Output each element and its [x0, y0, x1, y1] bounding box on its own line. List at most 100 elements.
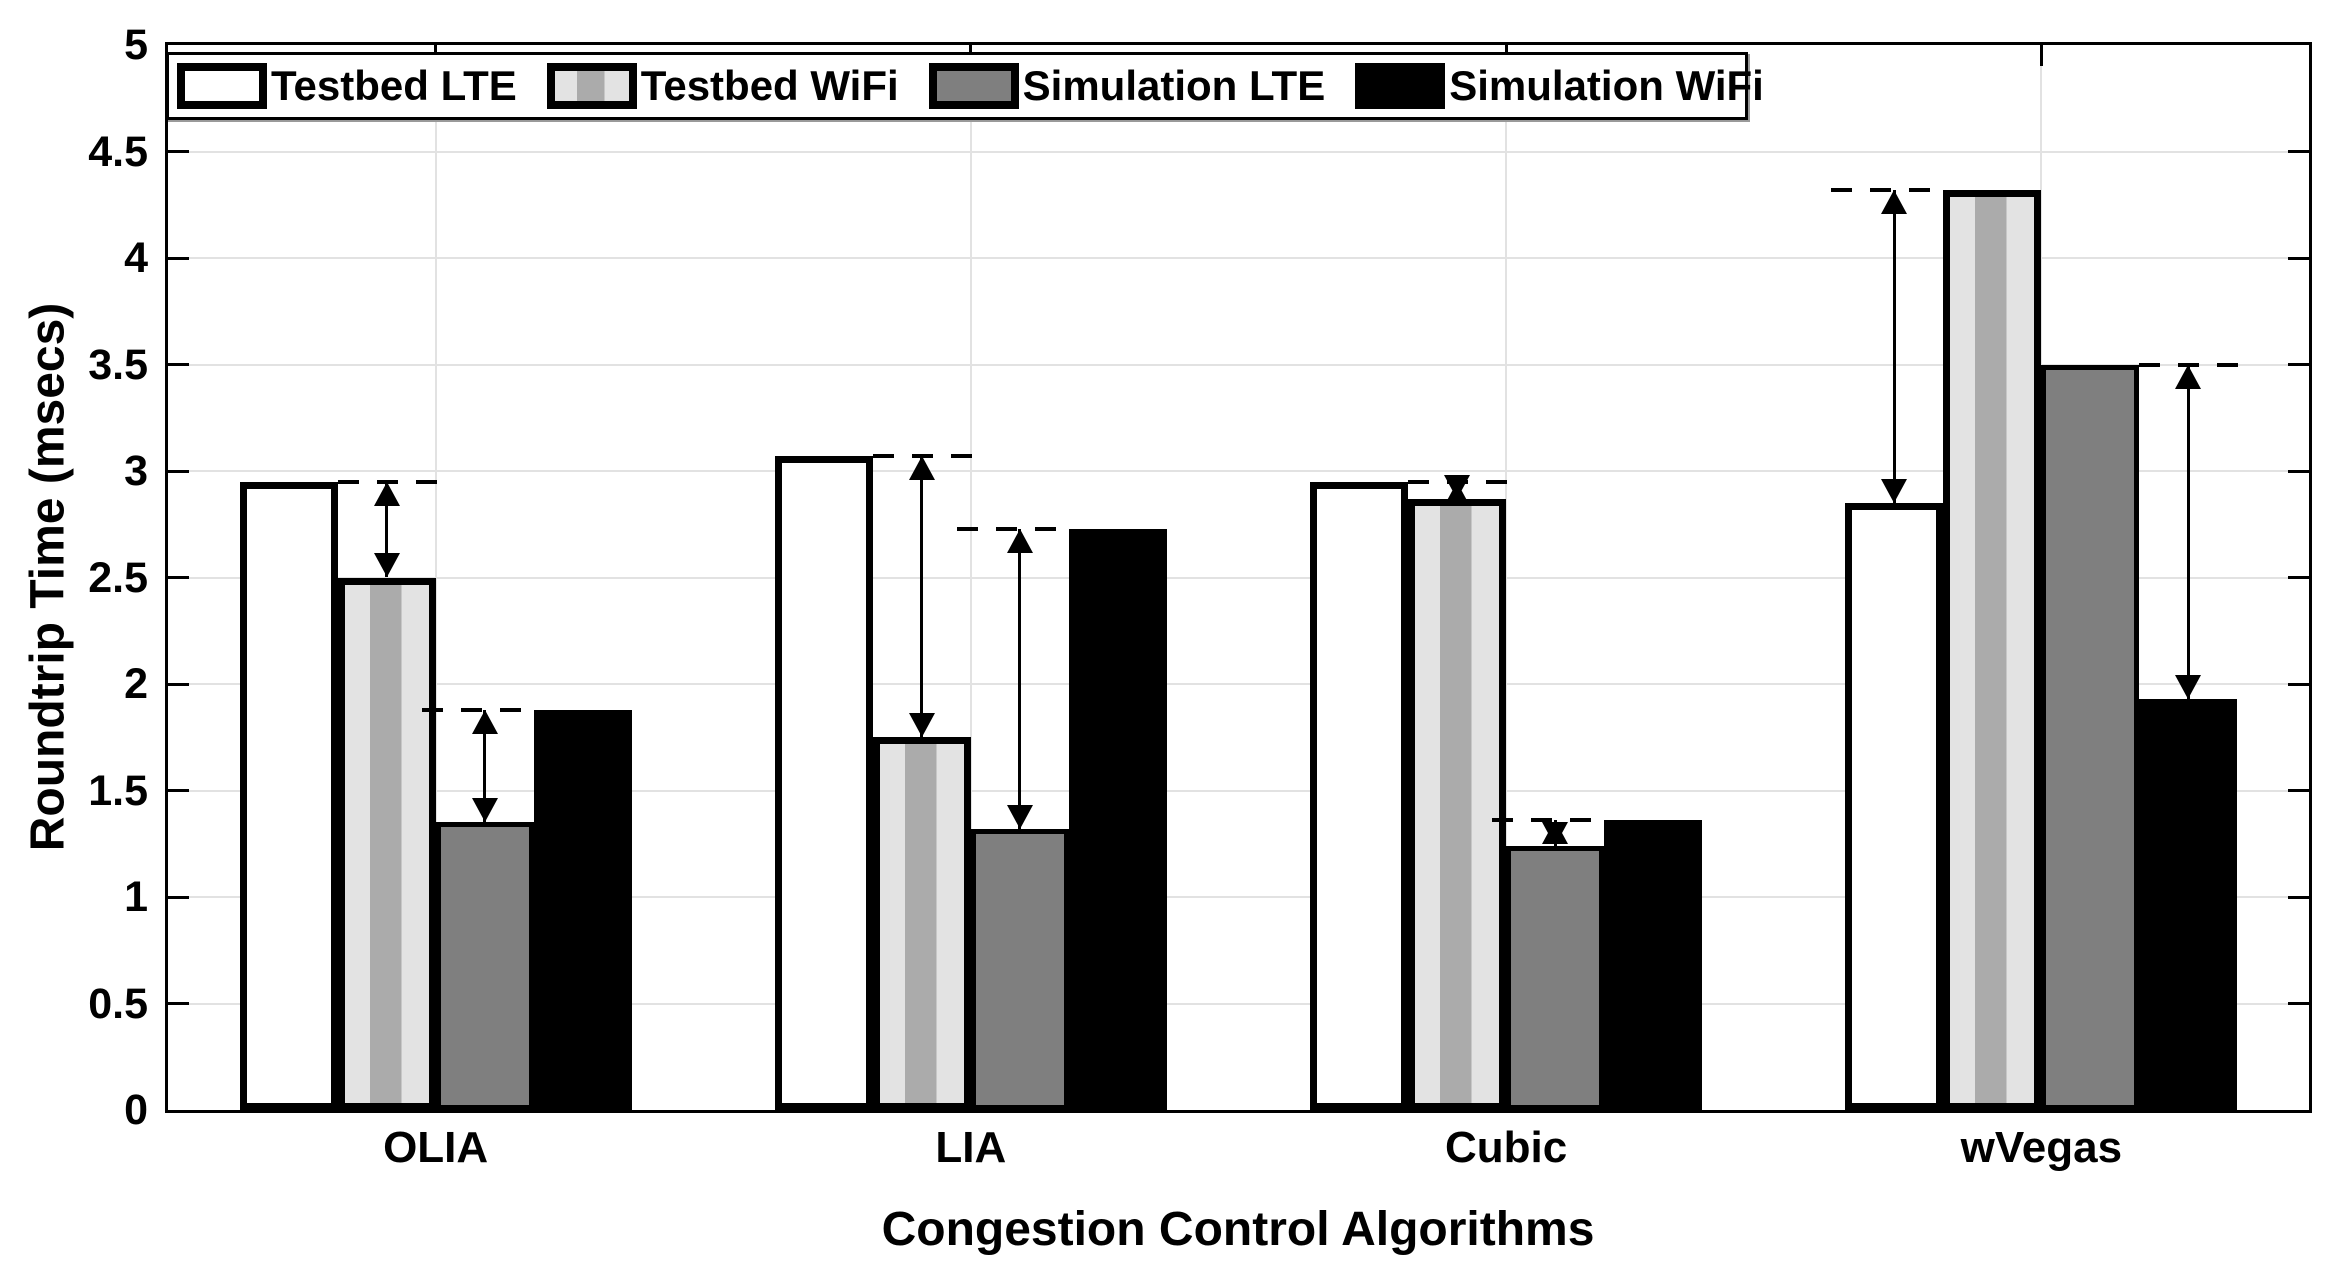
difference-arrow [373, 481, 400, 578]
legend-swatch-icon [177, 63, 267, 109]
y-tick-label: 2.5 [88, 553, 148, 602]
difference-arrow [908, 456, 935, 738]
y-tick-right [2288, 363, 2309, 366]
arrow-shaft [385, 481, 389, 578]
x-category-label-wvegas: wVegas [1960, 1123, 2123, 1172]
legend-swatch-icon [1355, 63, 1446, 109]
y-tick-left [168, 150, 189, 153]
y-gridline [168, 683, 2309, 685]
bar-testbed-wifi-lia [872, 737, 971, 1110]
y-tick-label: 0 [124, 1086, 148, 1134]
y-tick-left [168, 789, 189, 792]
y-tick-right [2288, 469, 2309, 473]
y-gridline [168, 257, 2309, 259]
plot-area [165, 42, 2312, 1113]
bar-simulation-wifi-wvegas [2139, 698, 2238, 1110]
y-gridline [168, 576, 2309, 579]
x-gridline [969, 45, 972, 1110]
difference-arrow [471, 709, 498, 823]
bar-testbed-wifi-wvegas [1943, 189, 2042, 1110]
arrow-head-down-icon [373, 553, 400, 578]
legend-label: Simulation LTE [1022, 62, 1326, 109]
bar-simulation-lte-lia [970, 828, 1069, 1110]
arrow-head-up-icon [908, 456, 935, 481]
bar-testbed-lte-lia [774, 456, 873, 1110]
legend-item-testbed-wifi: Testbed WiFi [546, 62, 899, 110]
arrow-head-down-icon [1444, 474, 1471, 499]
y-tick-left [168, 895, 189, 899]
y-gridline [168, 150, 2309, 153]
difference-arrow [1881, 189, 1908, 503]
arrow-shaft [1892, 189, 1896, 503]
arrow-head-down-icon [1006, 804, 1033, 829]
bar-testbed-lte-cubic [1310, 481, 1409, 1110]
y-tick-label: 4.5 [88, 127, 148, 176]
arrow-shaft [1018, 528, 1022, 829]
y-tick-left [168, 256, 189, 260]
legend-label: Testbed LTE [271, 62, 517, 109]
y-gridline [168, 896, 2309, 898]
x-tick-top [2039, 45, 2043, 66]
y-tick-left [168, 363, 189, 366]
arrow-head-down-icon [908, 713, 935, 738]
bar-simulation-wifi-olia [533, 709, 632, 1110]
y-tick-label: 3.5 [88, 340, 148, 389]
x-gridline [434, 45, 437, 1110]
y-gridline [168, 470, 2309, 472]
bar-simulation-wifi-cubic [1604, 820, 1703, 1110]
arrow-shaft [483, 709, 487, 823]
y-tick-right [2288, 1002, 2309, 1005]
arrow-head-up-icon [471, 709, 498, 734]
bar-simulation-wifi-lia [1068, 528, 1167, 1110]
legend-swatch-icon [928, 63, 1019, 109]
x-axis-label: Congestion Control Algorithms [881, 1203, 1595, 1256]
arrow-shaft [2186, 364, 2190, 699]
x-category-label-lia: LIA [935, 1123, 1007, 1172]
y-tick-label: 0.5 [88, 979, 148, 1028]
y-tick-label: 3 [124, 447, 148, 495]
y-tick-label: 1.5 [88, 766, 148, 815]
arrow-head-down-icon [1542, 821, 1569, 846]
y-tick-label: 2 [124, 660, 148, 708]
arrow-head-up-icon [373, 481, 400, 506]
y-tick-left [168, 469, 189, 473]
arrow-head-down-icon [471, 798, 498, 823]
y-tick-right [2288, 895, 2309, 899]
bar-testbed-wifi-olia [337, 577, 436, 1110]
bar-testbed-wifi-cubic [1408, 498, 1507, 1110]
y-gridline [168, 363, 2309, 366]
difference-arrow [2175, 364, 2202, 699]
y-tick-right [2288, 256, 2309, 260]
y-tick-left [168, 576, 189, 579]
x-gridline [1505, 45, 1508, 1110]
bar-simulation-lte-olia [435, 822, 534, 1110]
arrow-head-down-icon [2175, 674, 2202, 699]
legend-label: Testbed WiFi [640, 62, 899, 109]
bar-simulation-lte-cubic [1506, 845, 1605, 1110]
legend-item-testbed-lte: Testbed LTE [177, 62, 517, 110]
legend: Testbed LTE Testbed WiFi Simulation LTE Sim… [166, 52, 1764, 120]
x-category-label-olia: OLIA [383, 1123, 489, 1172]
y-tick-right [2288, 789, 2309, 792]
y-tick-left [168, 682, 189, 686]
y-tick-right [2288, 682, 2309, 686]
arrow-head-down-icon [1881, 478, 1908, 503]
difference-arrow [1542, 820, 1569, 846]
y-tick-label: 4 [124, 234, 148, 282]
y-tick-right [2288, 150, 2309, 153]
y-gridline [168, 1002, 2309, 1005]
bar-testbed-lte-olia [239, 481, 338, 1110]
arrow-head-up-icon [2175, 364, 2202, 389]
difference-arrow [1444, 474, 1471, 506]
y-tick-label: 1 [124, 873, 148, 921]
bar-simulation-lte-wvegas [2041, 364, 2140, 1110]
arrow-head-up-icon [1881, 189, 1908, 214]
y-gridline [168, 789, 2309, 792]
y-tick-right [2288, 576, 2309, 579]
legend-item-simulation-wifi: Simulation WiFi [1355, 62, 1764, 110]
legend-label: Simulation WiFi [1449, 62, 1764, 109]
y-tick-left [168, 1002, 189, 1005]
legend-swatch-icon [546, 63, 637, 109]
arrow-head-up-icon [1006, 528, 1033, 553]
